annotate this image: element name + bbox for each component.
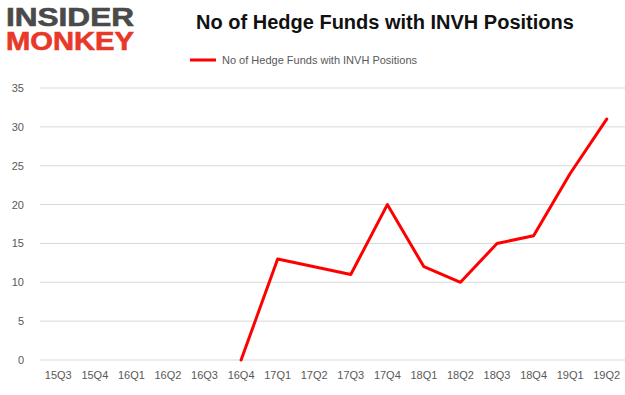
grid-line <box>40 282 625 283</box>
y-tick-label: 20 <box>12 199 24 211</box>
y-tick-label: 15 <box>12 237 24 249</box>
y-tick-label: 5 <box>18 315 24 327</box>
series-line <box>241 119 607 360</box>
x-tick-label: 16Q1 <box>118 369 145 381</box>
grid-line <box>40 204 625 205</box>
x-tick-label: 17Q2 <box>301 369 328 381</box>
x-tick-label: 18Q1 <box>410 369 437 381</box>
x-tick-label: 17Q3 <box>337 369 364 381</box>
title: No of Hedge Funds with INVH Positions <box>196 11 574 33</box>
y-tick-label: 35 <box>12 82 24 94</box>
grid-line <box>40 88 625 89</box>
x-tick-label: 15Q4 <box>81 369 108 381</box>
x-tick-label: 17Q4 <box>374 369 401 381</box>
x-tick-label: 18Q4 <box>520 369 547 381</box>
grid-line <box>40 321 625 322</box>
y-tick-label: 30 <box>12 121 24 133</box>
y-tick-label: 10 <box>12 276 24 288</box>
x-tick-label: 15Q3 <box>45 369 72 381</box>
x-tick-label: 16Q3 <box>191 369 218 381</box>
grid-line <box>40 243 625 244</box>
grid-line <box>40 126 625 127</box>
y-tick-label: 0 <box>18 354 24 366</box>
logo-text: MONKEY <box>6 27 134 55</box>
chart: INSIDERMONKEYNo of Hedge Funds with INVH… <box>0 0 625 395</box>
x-tick-label: 19Q1 <box>557 369 584 381</box>
x-tick-label: 18Q3 <box>484 369 511 381</box>
plot-area <box>241 119 607 360</box>
y-tick-label: 25 <box>12 160 24 172</box>
x-tick-label: 19Q2 <box>593 369 620 381</box>
x-tick-label: 16Q4 <box>228 369 255 381</box>
legend-label: No of Hedge Funds with INVH Positions <box>222 54 418 66</box>
grid-line <box>40 360 625 361</box>
x-tick-label: 17Q1 <box>264 369 291 381</box>
grid-line <box>40 165 625 166</box>
x-tick-label: 18Q2 <box>447 369 474 381</box>
legend-swatch <box>190 59 216 62</box>
x-tick-label: 16Q2 <box>155 369 182 381</box>
